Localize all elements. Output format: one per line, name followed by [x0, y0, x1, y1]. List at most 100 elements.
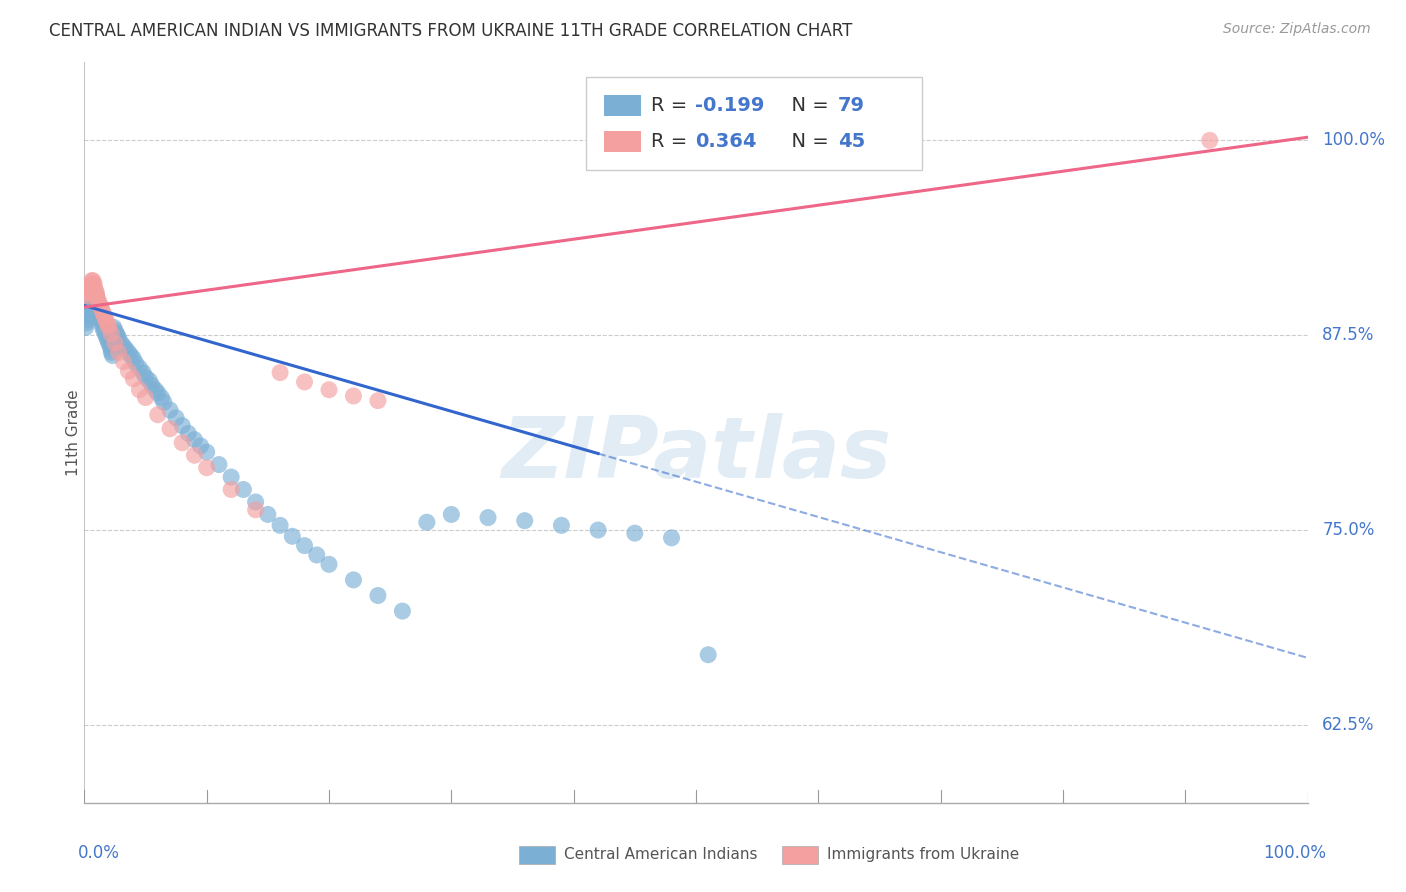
Point: [110, 336, 132, 351]
Text: Immigrants from Ukraine: Immigrants from Ukraine: [827, 847, 1019, 863]
Point: [112, 354, 135, 368]
Point: [103, 320, 125, 334]
Text: 45: 45: [838, 132, 865, 151]
Point: [90, 314, 112, 328]
Point: [257, 508, 280, 522]
Point: [77, 312, 100, 326]
Point: [107, 345, 129, 359]
Point: [107, 331, 129, 345]
FancyBboxPatch shape: [586, 78, 922, 169]
Point: [586, 523, 609, 537]
Point: [367, 589, 389, 603]
Point: [77, 285, 100, 299]
Point: [79, 306, 101, 320]
Point: [318, 558, 340, 572]
Text: 62.5%: 62.5%: [1322, 716, 1375, 734]
Point: [83, 293, 105, 308]
Point: [80, 300, 103, 314]
Point: [101, 349, 124, 363]
Point: [75, 320, 97, 334]
Point: [367, 393, 389, 408]
Point: [305, 548, 328, 562]
Point: [112, 339, 135, 353]
Point: [87, 293, 110, 307]
Point: [100, 345, 122, 359]
Point: [79, 278, 101, 293]
Point: [86, 286, 108, 301]
Point: [97, 336, 120, 351]
Point: [86, 289, 108, 303]
Point: [183, 448, 205, 462]
Point: [89, 299, 111, 313]
Point: [94, 326, 117, 341]
Point: [96, 330, 118, 344]
Point: [76, 286, 98, 301]
Point: [80, 274, 103, 288]
Point: [84, 293, 107, 307]
Point: [165, 410, 187, 425]
Point: [87, 295, 110, 310]
Point: [86, 289, 108, 303]
Text: -0.199: -0.199: [695, 95, 763, 115]
Point: [117, 345, 139, 359]
Point: [141, 378, 163, 392]
Point: [135, 391, 157, 405]
Point: [190, 439, 212, 453]
Point: [146, 385, 169, 400]
Point: [318, 383, 340, 397]
Point: [219, 483, 242, 497]
Point: [219, 470, 242, 484]
Point: [104, 324, 127, 338]
Point: [342, 573, 364, 587]
Point: [97, 318, 120, 332]
Point: [82, 295, 104, 310]
Text: CENTRAL AMERICAN INDIAN VS IMMIGRANTS FROM UKRAINE 11TH GRADE CORRELATION CHART: CENTRAL AMERICAN INDIAN VS IMMIGRANTS FR…: [49, 22, 852, 40]
Point: [93, 324, 115, 338]
Point: [76, 316, 98, 330]
Point: [172, 435, 194, 450]
Bar: [605, 131, 641, 152]
Point: [440, 508, 463, 522]
Text: N =: N =: [779, 95, 835, 115]
Point: [159, 422, 181, 436]
Point: [77, 310, 100, 324]
Point: [93, 308, 115, 322]
Point: [477, 510, 499, 524]
Point: [97, 333, 120, 347]
Text: 100.0%: 100.0%: [1263, 844, 1326, 862]
Text: 0.0%: 0.0%: [79, 844, 120, 862]
Point: [82, 274, 104, 288]
Text: 100.0%: 100.0%: [1322, 131, 1385, 149]
Point: [208, 458, 231, 472]
Point: [96, 314, 118, 328]
Point: [94, 311, 117, 326]
Point: [122, 351, 145, 366]
Point: [83, 277, 105, 291]
Point: [91, 318, 114, 332]
Point: [105, 326, 128, 341]
Point: [624, 526, 647, 541]
Point: [697, 648, 720, 662]
Point: [87, 300, 110, 314]
Point: [342, 389, 364, 403]
Point: [89, 311, 111, 326]
Point: [100, 326, 122, 341]
Point: [117, 364, 139, 378]
Point: [97, 320, 120, 334]
Point: [84, 283, 107, 297]
Point: [138, 373, 160, 387]
Point: [195, 445, 218, 459]
Y-axis label: 11th Grade: 11th Grade: [66, 389, 80, 476]
Point: [172, 418, 194, 433]
Point: [269, 518, 291, 533]
Text: N =: N =: [779, 132, 835, 151]
Point: [87, 308, 110, 322]
Text: R =: R =: [651, 95, 693, 115]
Text: Source: ZipAtlas.com: Source: ZipAtlas.com: [1223, 22, 1371, 37]
Point: [245, 495, 267, 509]
Point: [128, 383, 150, 397]
Point: [153, 395, 176, 409]
Point: [75, 289, 97, 303]
Point: [91, 320, 114, 334]
Bar: [519, 846, 555, 863]
